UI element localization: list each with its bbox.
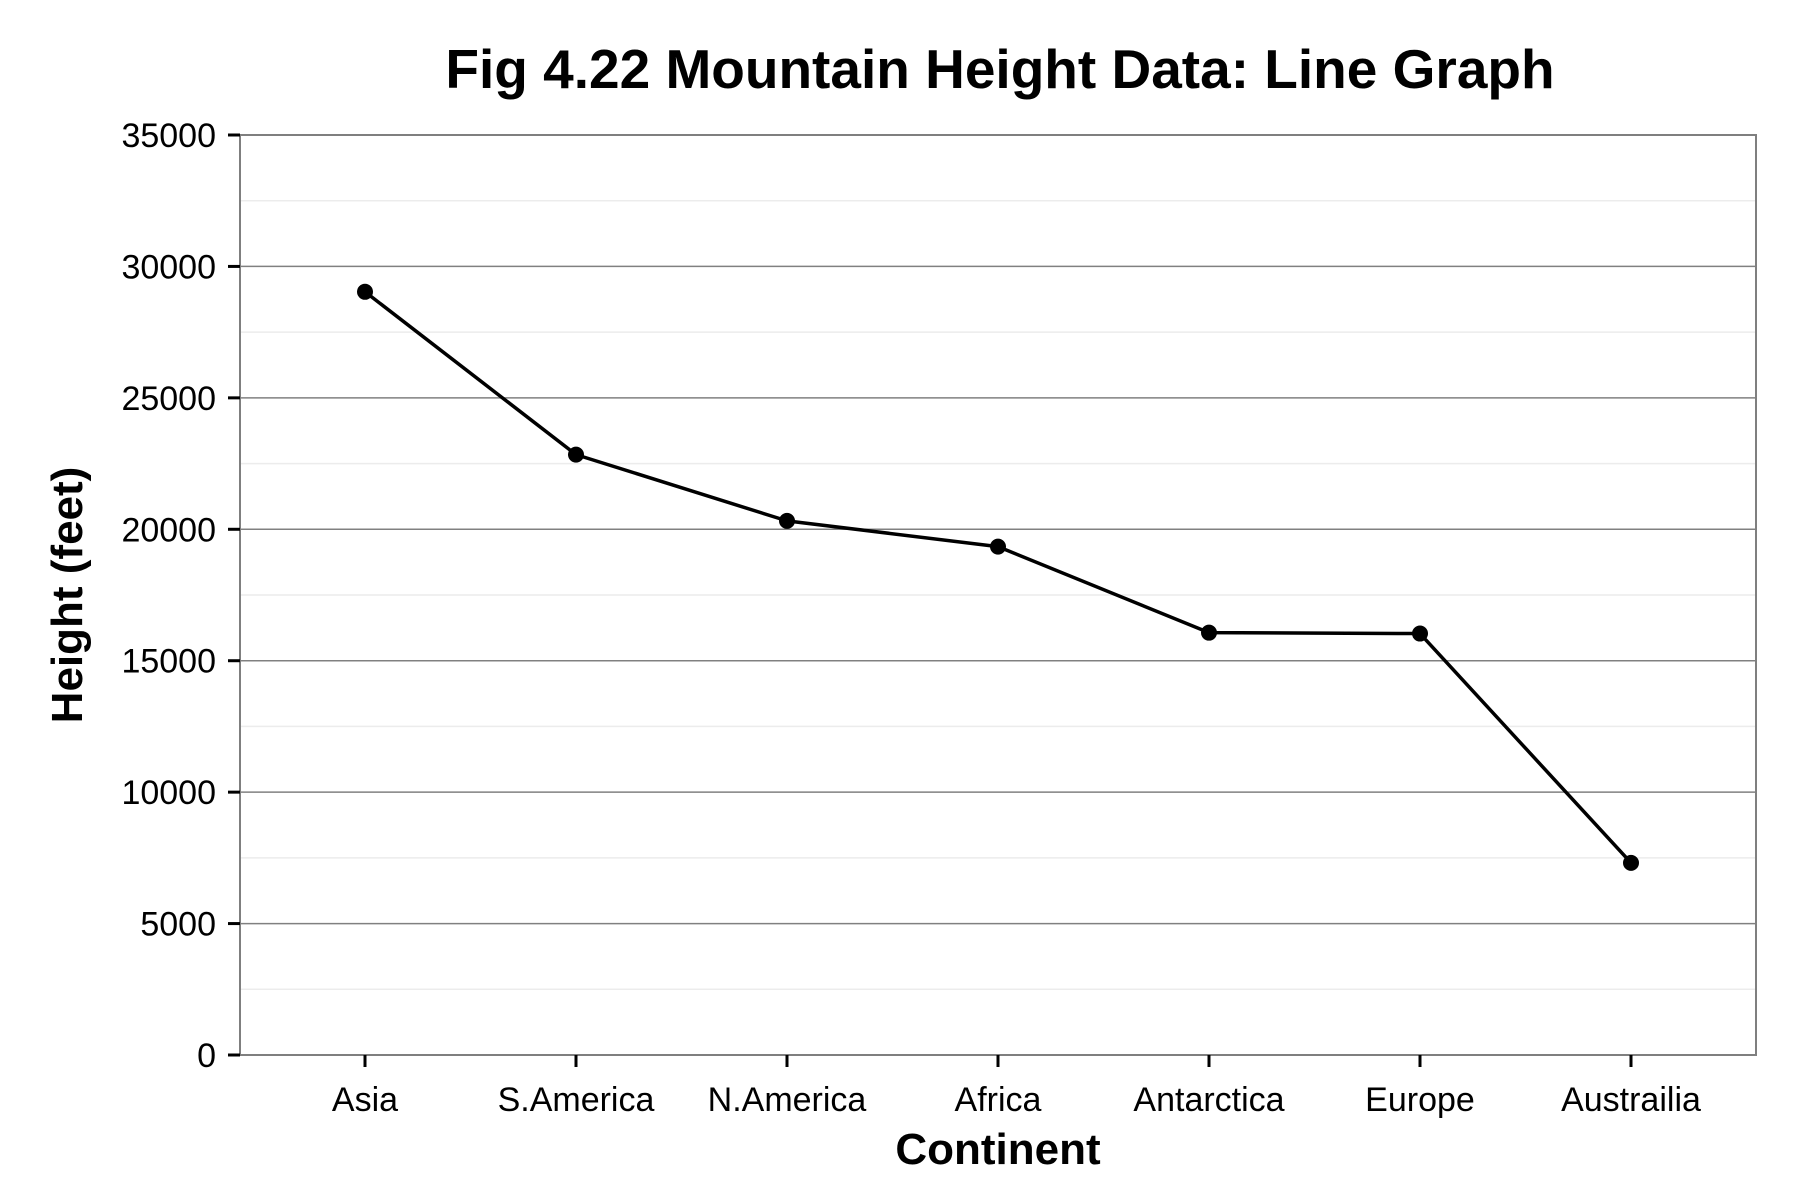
y-tick-label: 0	[197, 1037, 216, 1075]
x-tick-label: Asia	[332, 1081, 398, 1119]
x-tick-label: Africa	[955, 1081, 1042, 1119]
x-tick-label: S.America	[498, 1081, 655, 1119]
data-point	[568, 446, 584, 463]
y-tick-label: 15000	[121, 643, 216, 681]
y-axis: 0 5000 10000 15000 20000 25000 30000 35000	[121, 117, 240, 1075]
y-tick-label: 20000	[121, 511, 216, 549]
x-axis: Asia S.America N.America Africa Antarctica Eu…	[332, 1055, 1701, 1119]
y-tick-label: 35000	[121, 117, 216, 155]
x-axis-title: Continent	[895, 1125, 1101, 1174]
y-tick-label: 30000	[121, 248, 216, 286]
minor-gridlines	[240, 199, 1756, 991]
data-point	[1623, 854, 1639, 871]
data-point	[779, 512, 795, 529]
data-point	[1201, 624, 1217, 641]
data-point	[357, 283, 373, 300]
major-gridlines	[240, 265, 1756, 925]
x-tick-label: Antarctica	[1133, 1081, 1284, 1119]
y-tick-label: 5000	[140, 906, 216, 944]
x-tick-label: N.America	[708, 1081, 867, 1119]
y-axis-title: Height (feet)	[43, 467, 92, 724]
y-tick-label: 25000	[121, 380, 216, 418]
x-tick-label: Austrailia	[1561, 1081, 1701, 1119]
x-tick-label: Europe	[1365, 1081, 1475, 1119]
data-point	[1412, 625, 1428, 642]
data-point	[990, 538, 1006, 555]
chart-title: Fig 4.22 Mountain Height Data: Line Grap…	[445, 38, 1554, 100]
y-tick-label: 10000	[121, 774, 216, 812]
series-line	[357, 283, 1639, 871]
series-path	[363, 290, 1633, 865]
